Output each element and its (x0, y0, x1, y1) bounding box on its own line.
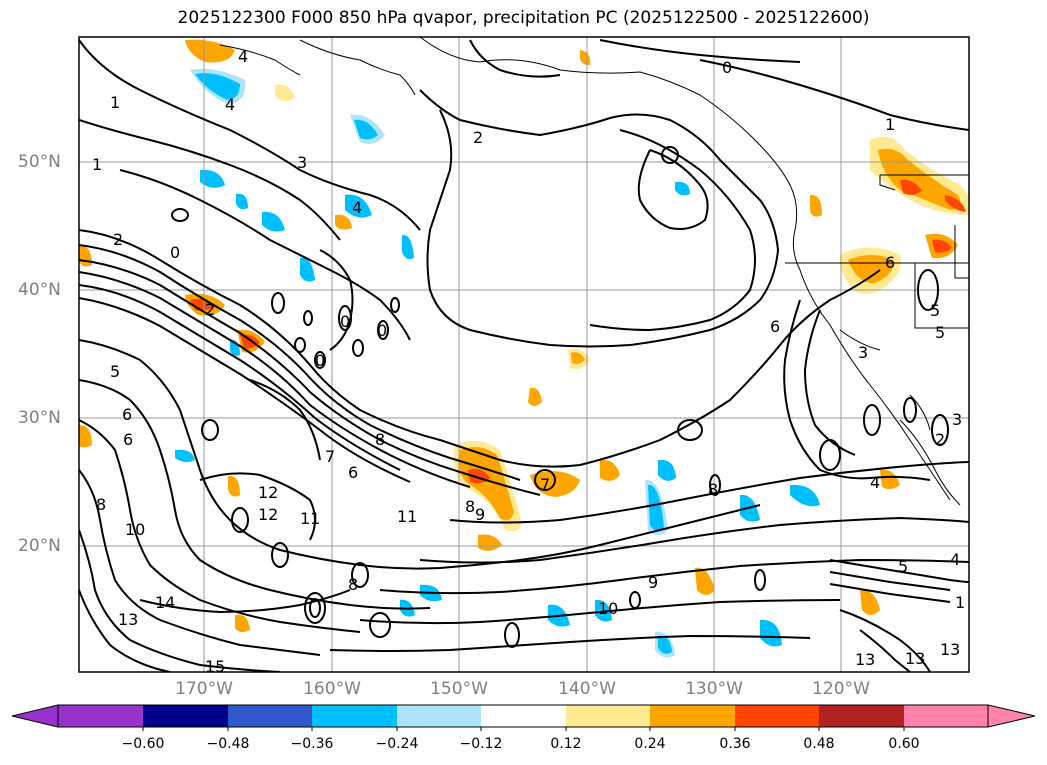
lat-label: 40°N (18, 280, 61, 300)
svg-text:6: 6 (123, 430, 133, 449)
svg-text:1: 1 (92, 155, 102, 174)
svg-text:1: 1 (110, 93, 120, 112)
svg-text:5: 5 (930, 301, 940, 320)
colorbar-bin (58, 705, 143, 727)
lon-label: 160°W (303, 679, 361, 699)
lat-label: 50°N (18, 152, 61, 172)
svg-text:4: 4 (238, 47, 248, 66)
svg-text:14: 14 (155, 593, 175, 612)
qvapor-closed-contours (171, 146, 949, 648)
svg-text:4: 4 (950, 550, 960, 569)
svg-text:13: 13 (940, 640, 960, 659)
svg-text:0: 0 (315, 351, 325, 370)
svg-text:2: 2 (935, 430, 945, 449)
svg-text:7: 7 (325, 447, 335, 466)
colorbar-tick-label: 0.48 (803, 736, 835, 752)
plot-area: 4 1 2 4 1 0 2 1 3 4 2 0 0 0 0 6 5 6 5 6 … (79, 37, 969, 676)
colorbar-tick-label: −0.60 (121, 736, 165, 752)
colorbar-tick-label: 0.24 (634, 736, 666, 752)
svg-text:9: 9 (648, 573, 658, 592)
qvapor-contours (79, 39, 969, 672)
svg-text:0: 0 (722, 58, 732, 77)
colorbar-bin (819, 705, 904, 727)
svg-text:13: 13 (118, 610, 138, 629)
lon-label: 130°W (685, 679, 743, 699)
colorbar-bin (735, 705, 819, 727)
colorbar-bin (228, 705, 312, 727)
colorbar-tick-label: 0.60 (888, 736, 920, 752)
svg-text:8: 8 (708, 480, 718, 499)
svg-text:9: 9 (475, 505, 485, 524)
svg-text:0: 0 (377, 321, 387, 340)
svg-text:8: 8 (96, 495, 106, 514)
colorbar-bin (481, 705, 566, 727)
svg-text:12: 12 (258, 483, 278, 502)
colorbar-bin (143, 705, 228, 727)
svg-text:4: 4 (352, 198, 362, 217)
coastlines (219, 37, 969, 506)
colorbar-bin (397, 705, 481, 727)
graticule (79, 37, 969, 672)
plot-frame (78, 36, 970, 673)
svg-text:3: 3 (297, 153, 307, 172)
lon-label: 170°W (175, 679, 233, 699)
svg-text:15: 15 (205, 657, 225, 676)
svg-text:6: 6 (885, 253, 895, 272)
colorbar-bin (904, 705, 988, 727)
map-title: 2025122300 F000 850 hPa qvapor, precipit… (177, 8, 870, 28)
svg-text:7: 7 (540, 475, 550, 494)
svg-text:5: 5 (110, 362, 120, 381)
colorbar (11, 704, 1036, 731)
svg-text:13: 13 (855, 650, 875, 669)
colorbar-tick-label: −0.48 (206, 736, 250, 752)
svg-text:11: 11 (397, 507, 417, 526)
svg-text:10: 10 (125, 520, 145, 539)
colorbar-bin (312, 705, 397, 727)
colorbar-extend-low (11, 704, 59, 728)
svg-text:1: 1 (955, 593, 965, 612)
svg-text:2: 2 (473, 128, 483, 147)
svg-text:12: 12 (258, 505, 278, 524)
svg-text:5: 5 (898, 557, 908, 576)
colorbar-tick-label: 0.12 (550, 736, 582, 752)
lon-label: 120°W (812, 679, 870, 699)
colorbar-bin (566, 705, 650, 727)
svg-text:4: 4 (225, 95, 235, 114)
lat-label: 20°N (18, 536, 61, 556)
colorbar-bin (650, 705, 735, 727)
svg-text:6: 6 (770, 317, 780, 336)
colorbar-tick-label: −0.24 (375, 736, 419, 752)
colorbar-tick-label: −0.12 (459, 736, 503, 752)
svg-text:8: 8 (465, 497, 475, 516)
svg-text:11: 11 (300, 509, 320, 528)
svg-text:8: 8 (348, 575, 358, 594)
svg-text:3: 3 (858, 343, 868, 362)
svg-text:6: 6 (348, 463, 358, 482)
svg-text:2: 2 (113, 230, 123, 249)
svg-text:10: 10 (598, 599, 618, 618)
contour-labels: 4 1 2 4 1 0 2 1 3 4 2 0 0 0 0 6 5 6 5 6 … (92, 47, 965, 676)
svg-text:1: 1 (885, 115, 895, 134)
colorbar-tick-label: 0.36 (719, 736, 751, 752)
svg-text:8: 8 (375, 430, 385, 449)
svg-text:2: 2 (205, 300, 215, 319)
svg-text:4: 4 (870, 473, 880, 492)
svg-text:3: 3 (952, 410, 962, 429)
lon-label: 150°W (430, 679, 488, 699)
colorbar-extend-high (987, 704, 1036, 728)
lat-label: 30°N (18, 408, 61, 428)
svg-text:13: 13 (905, 649, 925, 668)
svg-text:0: 0 (170, 243, 180, 262)
svg-text:0: 0 (340, 312, 350, 331)
colorbar-tick-label: −0.36 (290, 736, 334, 752)
svg-text:6: 6 (122, 405, 132, 424)
lon-label: 140°W (558, 679, 616, 699)
svg-text:5: 5 (935, 323, 945, 342)
